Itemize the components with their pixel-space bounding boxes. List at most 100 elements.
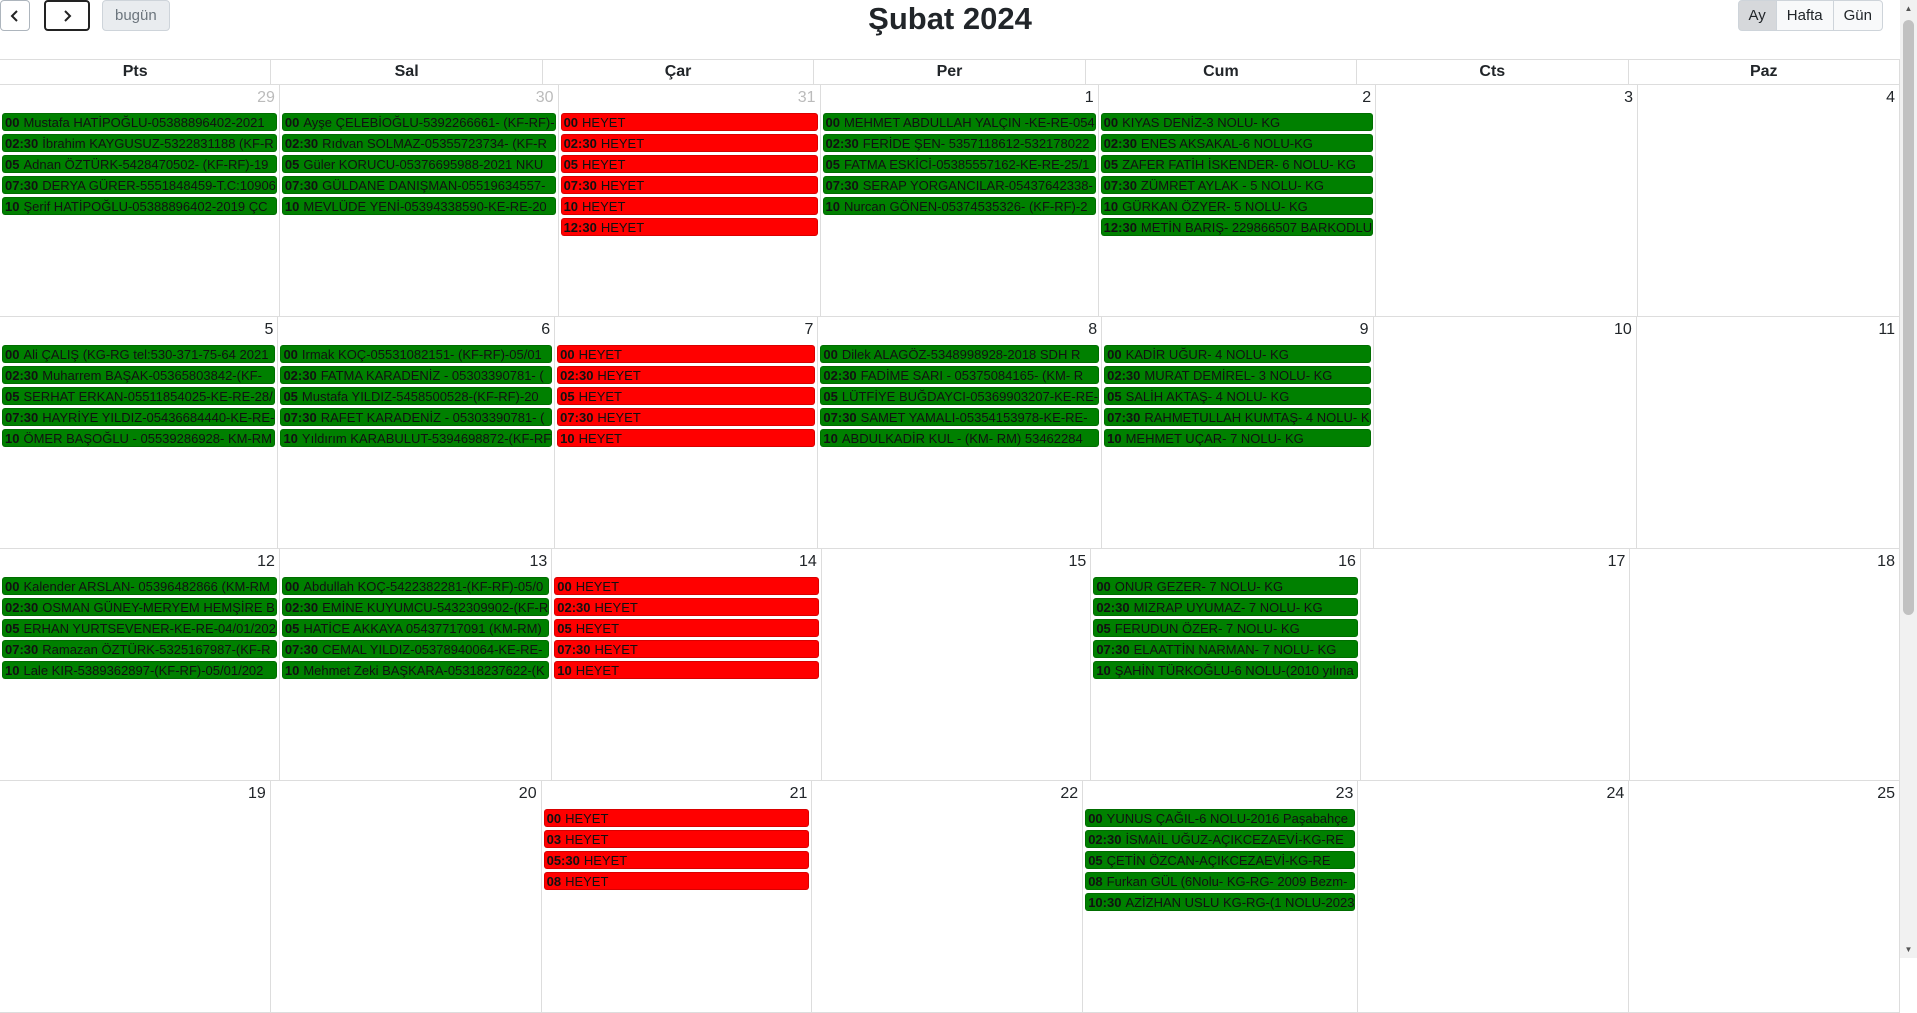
calendar-event[interactable]: 00 KIYAS DENİZ-3 NOLU- KG — [1100, 113, 1374, 131]
calendar-event[interactable]: 07:30 DERYA GÜRER-5551848459-T.C:10906 — [2, 176, 277, 194]
day-cell[interactable]: 16 00 ONUR GEZER- 7 NOLU- KG 02:30 MIZRAP UY… — [1091, 549, 1361, 780]
calendar-event[interactable]: 00 HEYET — [557, 345, 816, 363]
calendar-event[interactable]: 10 Yıldırım KARABULUT-5394698872-(KF-RF — [280, 429, 553, 447]
calendar-event[interactable]: 00 Kalender ARSLAN- 05396482866 (KM-RM — [2, 577, 277, 595]
calendar-event[interactable]: 05 HEYET — [560, 155, 818, 173]
day-cell[interactable]: 22 — [812, 781, 1084, 1012]
calendar-event[interactable]: 10 HEYET — [557, 429, 816, 447]
calendar-event[interactable]: 02:30 OSMAN GÜNEY-MERYEM HEMŞİRE B — [2, 598, 277, 616]
calendar-event[interactable]: 07:30 HAYRİYE YILDIZ-05436684440-KE-RE- — [2, 408, 276, 426]
calendar-event[interactable]: 00 Dilek ALAGÖZ-5348998928-2018 SDH R — [820, 345, 1100, 363]
calendar-event[interactable]: 00 HEYET — [543, 809, 810, 827]
day-cell[interactable]: 7 00 HEYET 02:30 HEYET 05 HEYET 07:30 HEYET 10 HEY… — [555, 317, 819, 548]
day-number[interactable]: 18 — [1877, 553, 1895, 570]
calendar-event[interactable]: 00 Ayşe ÇELEBİOĞLU-5392266661- (KF-RF)- — [281, 113, 556, 131]
day-number[interactable]: 13 — [529, 553, 548, 570]
calendar-event[interactable]: 10 Lale KIR-5389362897-(KF-RF)-05/01/202 — [2, 661, 277, 679]
day-number[interactable]: 4 — [1886, 89, 1895, 106]
day-cell[interactable]: 23 00 YUNUS ÇAĞIL-6 NOLU-2016 Paşabahçe 02:… — [1083, 781, 1359, 1012]
calendar-event[interactable]: 10:30 AZİZHAN USLU KG-RG-(1 NOLU-2023 — [1085, 893, 1356, 911]
calendar-event[interactable]: 07:30 ZÜMRET AYLAK - 5 NOLU- KG — [1100, 176, 1374, 194]
day-cell[interactable]: 19 — [0, 781, 271, 1012]
day-number[interactable]: 7 — [804, 321, 814, 338]
day-cell[interactable]: 29 00 Mustafa HATİPOĞLU-05388896402-2021 02… — [0, 85, 280, 316]
calendar-event[interactable]: 05 ZAFER FATİH İSKENDER- 6 NOLU- KG — [1100, 155, 1374, 173]
calendar-event[interactable]: 02:30 FATMA KARADENİZ - 05303390781- ( — [280, 366, 553, 384]
day-number[interactable]: 16 — [1338, 553, 1356, 570]
calendar-event[interactable]: 10 ÖMER BAŞOĞLU - 05539286928- KM-RM — [2, 429, 276, 447]
calendar-event[interactable]: 05 FATMA ESKİCİ-05385557162-KE-RE-25/1 — [822, 155, 1096, 173]
calendar-event[interactable]: 02:30 ENES AKSAKAL-6 NOLU-KG — [1100, 134, 1374, 152]
calendar-event[interactable]: 07:30 ELAATTİN NARMAN- 7 NOLU- KG — [1093, 640, 1358, 658]
day-cell[interactable]: 1 00 MEHMET ABDULLAH YALÇIN -KE-RE-054 02:3… — [821, 85, 1099, 316]
calendar-event[interactable]: 05 Adnan ÖZTÜRK-5428470502- (KF-RF)-19 — [2, 155, 277, 173]
calendar-event[interactable]: 10 Mehmet Zeki BAŞKARA-05318237622-(K — [281, 661, 550, 679]
calendar-event[interactable]: 02:30 HEYET — [557, 366, 816, 384]
day-cell[interactable]: 20 — [271, 781, 542, 1012]
calendar-event[interactable]: 05 LÜTFİYE BUĞDAYCI-05369903207-KE-RE- — [820, 387, 1100, 405]
day-cell[interactable]: 2 00 KIYAS DENİZ-3 NOLU- KG 02:30 ENES AKSAK… — [1099, 85, 1377, 316]
day-number[interactable]: 21 — [789, 785, 808, 802]
day-number[interactable]: 3 — [1624, 89, 1634, 106]
day-number[interactable]: 6 — [541, 321, 551, 338]
day-cell[interactable]: 12 00 Kalender ARSLAN- 05396482866 (KM-RM 0… — [0, 549, 280, 780]
scrollbar-thumb[interactable] — [1903, 20, 1914, 615]
calendar-event[interactable]: 05 Mustafa YILDIZ-5458500528-(KF-RF)-20 — [280, 387, 553, 405]
calendar-event[interactable]: 02:30 İbrahim KAYGUSUZ-5322831188 (KF-R — [2, 134, 277, 152]
calendar-event[interactable]: 02:30 HEYET — [554, 598, 819, 616]
today-button[interactable]: bugün — [102, 0, 170, 31]
day-cell[interactable]: 31 00 HEYET 02:30 HEYET 05 HEYET 07:30 HEYET 10 HE… — [559, 85, 821, 316]
calendar-event[interactable]: 00 Mustafa HATİPOĞLU-05388896402-2021 — [2, 113, 277, 131]
calendar-event[interactable]: 05 SALİH AKTAŞ- 4 NOLU- KG — [1104, 387, 1371, 405]
calendar-event[interactable]: 05 SERHAT ERKAN-05511854025-KE-RE-28/ — [2, 387, 276, 405]
calendar-event[interactable]: 07:30 HEYET — [554, 640, 819, 658]
page-scrollbar[interactable]: ▲ ▼ — [1900, 0, 1917, 958]
calendar-event[interactable]: 02:30 FERİDE ŞEN- 5357118612-532178022 — [822, 134, 1096, 152]
scroll-up-icon[interactable]: ▲ — [1904, 4, 1913, 13]
calendar-event[interactable]: 02:30 Muharrem BAŞAK-05365803842-(KF- — [2, 366, 276, 384]
calendar-event[interactable]: 10 MEVLÜDE YENİ-05394338590-KE-RE-20 — [281, 197, 556, 215]
calendar-event[interactable]: 07:30 HEYET — [557, 408, 816, 426]
calendar-event[interactable]: 02:30 İSMAİL UĞUZ-AÇIKCEZAEVİ-KG-RE — [1085, 830, 1356, 848]
calendar-event[interactable]: 10 ABDULKADİR KUL - (KM- RM) 53462284 — [820, 429, 1100, 447]
day-cell[interactable]: 24 — [1358, 781, 1630, 1012]
day-number[interactable]: 2 — [1362, 89, 1372, 106]
day-cell[interactable]: 6 00 Irmak KOÇ-05531082151- (KF-RF)-05/01 0… — [278, 317, 556, 548]
calendar-event[interactable]: 00 YUNUS ÇAĞIL-6 NOLU-2016 Paşabahçe — [1085, 809, 1356, 827]
next-month-button[interactable] — [44, 0, 90, 31]
day-number[interactable]: 22 — [1060, 785, 1079, 802]
day-number[interactable]: 5 — [264, 321, 274, 338]
day-cell[interactable]: 17 — [1361, 549, 1631, 780]
view-day-button[interactable]: Gün — [1832, 0, 1883, 31]
day-number[interactable]: 8 — [1088, 321, 1098, 338]
calendar-event[interactable]: 07:30 Ramazan ÖZTÜRK-5325167987-(KF-R — [2, 640, 277, 658]
calendar-event[interactable]: 05 HATİCE AKKAYA 05437717091 (KM-RM) — [281, 619, 550, 637]
calendar-event[interactable]: 12:30 HEYET — [560, 218, 818, 236]
day-number[interactable]: 29 — [257, 89, 275, 106]
day-cell[interactable]: 3 — [1376, 85, 1639, 316]
day-number[interactable]: 23 — [1335, 785, 1354, 802]
day-number[interactable]: 14 — [798, 553, 817, 570]
day-number[interactable]: 17 — [1607, 553, 1626, 570]
calendar-event[interactable]: 05 ÇETİN ÖZCAN-AÇIKCEZAEVİ-KG-RE — [1085, 851, 1356, 869]
calendar-event[interactable]: 05 ERHAN YURTSEVENER-KE-RE-04/01/202 — [2, 619, 277, 637]
day-cell[interactable]: 15 — [822, 549, 1092, 780]
calendar-event[interactable]: 00 KADİR UĞUR- 4 NOLU- KG — [1104, 345, 1371, 363]
day-number[interactable]: 9 — [1359, 321, 1369, 338]
day-cell[interactable]: 18 — [1630, 549, 1900, 780]
day-cell[interactable]: 30 00 Ayşe ÇELEBİOĞLU-5392266661- (KF-RF)-… — [280, 85, 559, 316]
day-number[interactable]: 24 — [1606, 785, 1625, 802]
day-cell[interactable]: 11 — [1637, 317, 1900, 548]
day-cell[interactable]: 21 00 HEYET 03 HEYET 05:30 HEYET 08 HEYET — [542, 781, 813, 1012]
calendar-event[interactable]: 05 HEYET — [557, 387, 816, 405]
calendar-event[interactable]: 10 HEYET — [554, 661, 819, 679]
calendar-event[interactable]: 00 HEYET — [554, 577, 819, 595]
calendar-event[interactable]: 10 Şerif HATİPOĞLU-05388896402-2019 ÇC — [2, 197, 277, 215]
day-cell[interactable]: 9 00 KADİR UĞUR- 4 NOLU- KG 02:30 MURAT DEMİ… — [1102, 317, 1374, 548]
day-number[interactable]: 31 — [797, 89, 816, 106]
calendar-event[interactable]: 02:30 FADİME SARI - 05375084165- (KM- R — [820, 366, 1100, 384]
calendar-event[interactable]: 10 ŞAHİN TÜRKOĞLU-6 NOLU-(2010 yılına — [1093, 661, 1358, 679]
calendar-event[interactable]: 00 MEHMET ABDULLAH YALÇIN -KE-RE-054 — [822, 113, 1096, 131]
calendar-event[interactable]: 00 Ali ÇALIŞ (KG-RG tel:530-371-75-64 202… — [2, 345, 276, 363]
day-number[interactable]: 19 — [248, 785, 266, 802]
